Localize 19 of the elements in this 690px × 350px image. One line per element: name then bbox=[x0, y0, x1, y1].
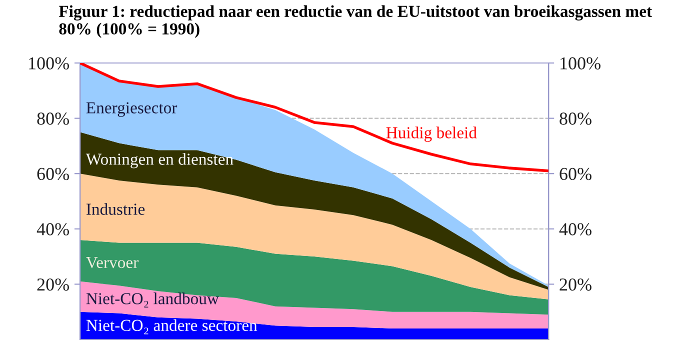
y-tick-label: 40% bbox=[36, 223, 70, 236]
series-label: Energiesector bbox=[86, 102, 178, 117]
series-label: Huidig beleid bbox=[386, 126, 477, 142]
series-label: Vervoer bbox=[86, 257, 138, 268]
y2-tick-label: 20% bbox=[560, 278, 592, 291]
y-tick-label: 100% bbox=[29, 57, 70, 70]
series-label: Niet-CO₂ landbouw bbox=[86, 292, 219, 308]
y2-tick-label: 80% bbox=[560, 112, 592, 125]
chart-title: Figuur 1: reductiepad naar een reductie van de EU-uitstoot van broeikasgassen met 80% (100% = 1990) bbox=[58, 5, 652, 38]
y-tick-label: 80% bbox=[37, 112, 70, 125]
y-tick-label: 20% bbox=[37, 278, 70, 291]
line-series bbox=[80, 63, 549, 172]
y-tick-label: 60% bbox=[37, 168, 70, 180]
series-label: Woningen en diensten bbox=[86, 153, 234, 168]
series-label: Niet-CO₂ andere sectoren bbox=[86, 319, 258, 334]
series-label: Industrie bbox=[86, 203, 145, 215]
y2-tick-label: 100% bbox=[560, 57, 600, 70]
y2-tick-label: 60% bbox=[560, 168, 592, 180]
y2-tick-label: 40% bbox=[559, 223, 592, 236]
